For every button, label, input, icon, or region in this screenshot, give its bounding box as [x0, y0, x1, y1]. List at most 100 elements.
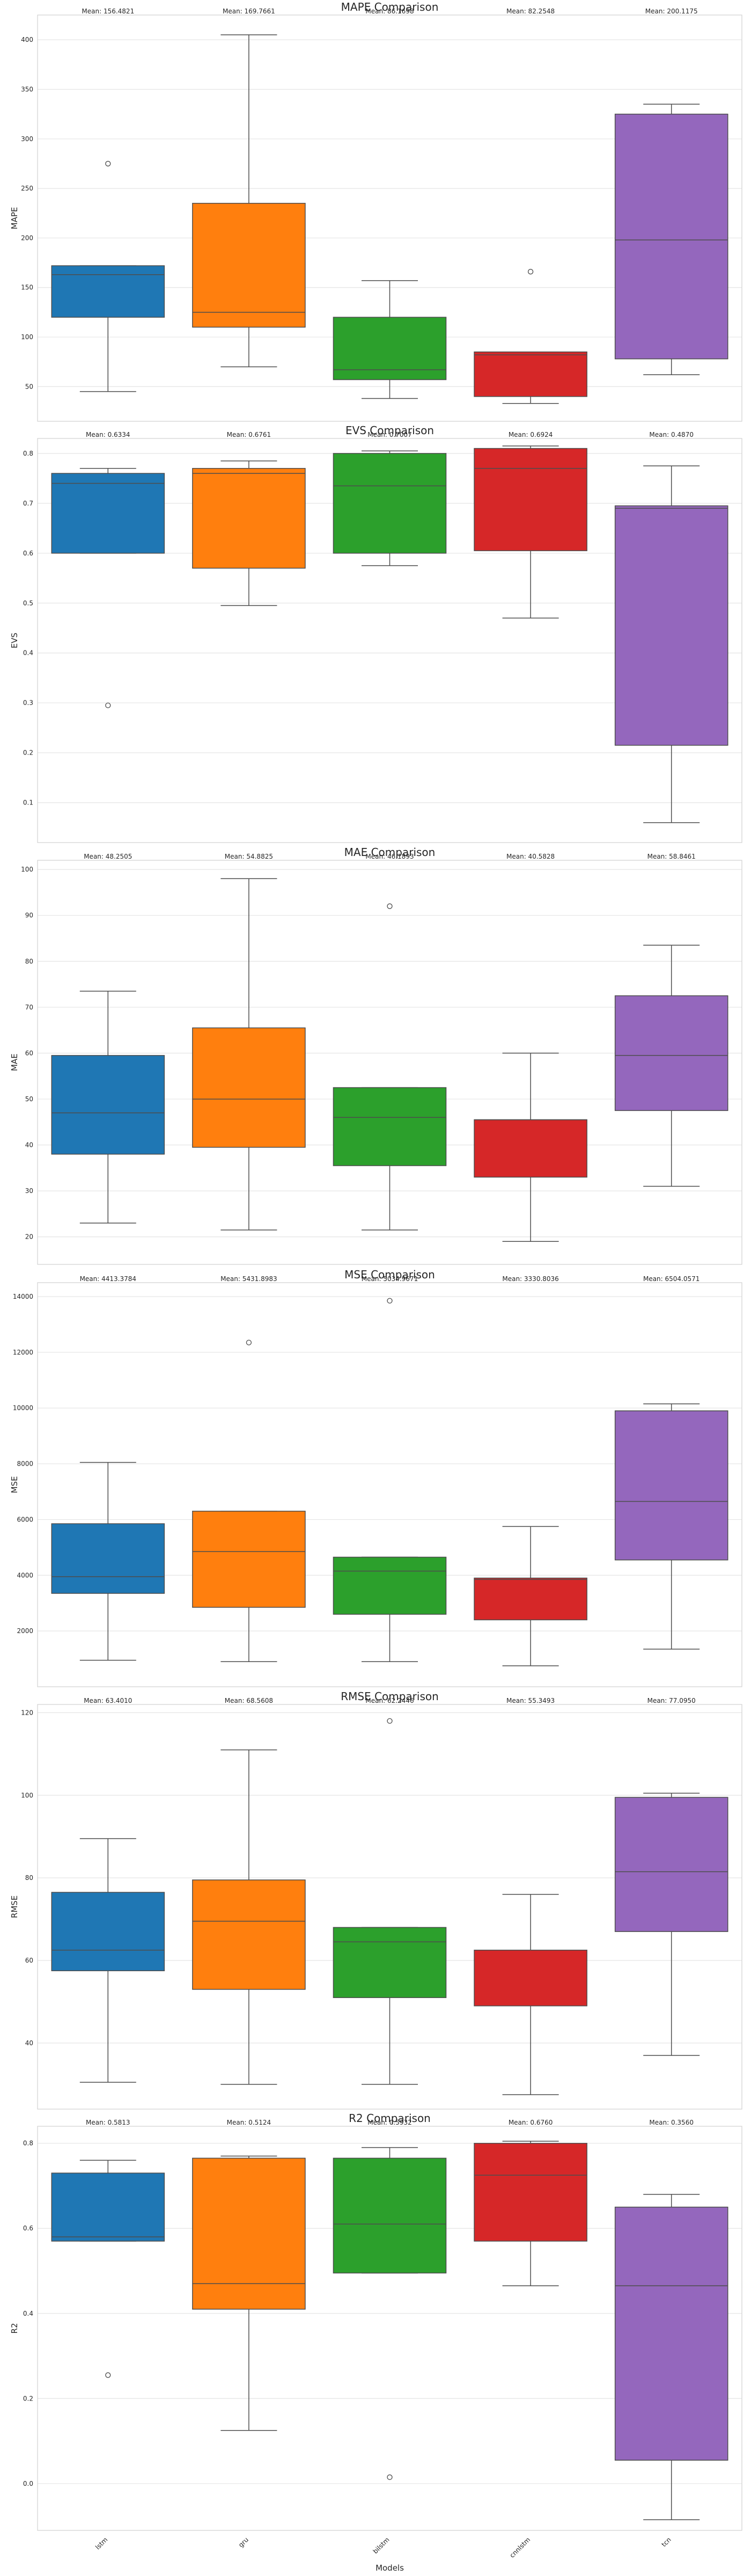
mean-label: Mean: 0.6760 [509, 2119, 553, 2126]
chart-title: MSE Comparison [344, 1268, 435, 1281]
mean-label: Mean: 68.5608 [225, 1697, 273, 1704]
y-tick-label: 300 [21, 135, 33, 143]
y-axis-label: RMSE [10, 1896, 19, 1918]
y-tick-label: 90 [25, 912, 33, 919]
mean-label: Mean: 0.6334 [86, 431, 130, 438]
y-tick-label: 80 [25, 1874, 33, 1882]
y-axis-label: MAPE [10, 207, 19, 230]
x-tick-label: lstm [94, 2536, 109, 2551]
box-gru: Mean: 68.5608 [192, 1697, 306, 2085]
box-body [333, 453, 447, 554]
y-axis-label: MSE [10, 1476, 19, 1494]
y-tick-label: 200 [21, 234, 33, 241]
y-tick-label: 20 [25, 1233, 33, 1241]
box-lstm: Mean: 0.6334 [51, 431, 165, 708]
y-tick-label: 10000 [13, 1404, 33, 1412]
mean-label: Mean: 0.6924 [509, 431, 553, 438]
mean-label: Mean: 55.3493 [506, 1697, 555, 1704]
box-body [192, 203, 306, 328]
mean-label: Mean: 6504.0571 [643, 1275, 700, 1283]
box-body [51, 2172, 165, 2242]
outlier-point [105, 2372, 111, 2378]
box-body [474, 2142, 587, 2242]
mean-label: Mean: 40.5828 [506, 853, 555, 860]
box-tcn: Mean: 77.0950 [614, 1697, 728, 2056]
box-bilstm: Mean: 62.2446 [333, 1697, 447, 2085]
x-tick-label: tcn [660, 2536, 673, 2548]
box-body [614, 995, 728, 1111]
y-tick-label: 100 [21, 866, 33, 873]
x-axis-label: Models [376, 2563, 404, 2573]
box-body [333, 1927, 447, 1999]
box-cnnlstm: Mean: 0.6924 [474, 431, 587, 619]
box-lstm: Mean: 48.2505 [51, 853, 165, 1224]
x-axis: lstm gru bilstm cnnlstm tcn Models [94, 2536, 673, 2573]
box-body [51, 1892, 165, 1972]
box-tcn: Mean: 6504.0571 [614, 1275, 728, 1650]
mean-label: Mean: 3330.8036 [502, 1275, 558, 1283]
y-axis-label: EVS [10, 633, 19, 648]
mean-label: Mean: 77.0950 [647, 1697, 696, 1704]
mean-label: Mean: 5431.8983 [220, 1275, 277, 1283]
y-tick-label: 350 [21, 85, 33, 93]
box-gru: Mean: 5431.8983 [192, 1275, 306, 1663]
mean-label: Mean: 5034.9671 [362, 1275, 418, 1283]
chart-title: MAPE Comparison [341, 1, 439, 13]
plot-frame [37, 1704, 742, 2110]
box-body [51, 473, 165, 554]
box-bilstm: Mean: 46.1893 [333, 853, 447, 1231]
y-tick-label: 120 [21, 1709, 33, 1716]
mean-label: Mean: 0.5813 [86, 2119, 130, 2126]
y-tick-label: 0.2 [23, 2395, 33, 2402]
box-body [192, 468, 306, 569]
box-tcn: Mean: 58.8461 [614, 853, 728, 1187]
y-tick-label: 50 [25, 383, 33, 390]
y-tick-label: 50 [25, 1095, 33, 1103]
box-cnnlstm: Mean: 40.5828 [474, 853, 587, 1242]
box-tcn: Mean: 0.3560 [614, 2119, 728, 2520]
box-bilstm: Mean: 86.1698 [333, 8, 447, 399]
box-body [474, 448, 587, 551]
outlier-point [387, 903, 393, 909]
box-body [51, 265, 165, 318]
outlier-point [105, 702, 111, 708]
box-lstm: Mean: 4413.3784 [51, 1275, 165, 1661]
box-body [333, 317, 447, 380]
y-tick-label: 0.6 [23, 2224, 33, 2232]
chart-panel-1: 50 100 150 200 250 300 350 400 MAPE MAPE Comparis… [10, 1, 742, 422]
y-tick-label: 0.1 [23, 799, 33, 807]
x-tick-label: cnnlstm [509, 2536, 532, 2559]
y-tick-label: 70 [25, 1004, 33, 1011]
box-body [192, 1879, 306, 1990]
y-tick-label: 60 [25, 1049, 33, 1057]
mean-label: Mean: 169.7661 [223, 8, 275, 15]
y-tick-label: 0.4 [23, 2310, 33, 2317]
y-tick-label: 14000 [13, 1293, 33, 1300]
y-tick-label: 150 [21, 284, 33, 291]
chart-panel-4: 2000 4000 6000 8000 10000 12000 14000 MSE MSE Co… [10, 1268, 742, 1687]
box-lstm: Mean: 63.4010 [51, 1697, 165, 2083]
y-tick-label: 80 [25, 957, 33, 965]
box-bilstm: Mean: 0.5932 [333, 2119, 447, 2480]
y-tick-label: 4000 [17, 1571, 33, 1579]
box-body [474, 352, 587, 397]
box-body [614, 113, 728, 360]
mean-label: Mean: 86.1698 [365, 8, 414, 15]
x-tick-label: bilstm [372, 2536, 391, 2555]
y-tick-label: 60 [25, 1957, 33, 1964]
box-body [474, 1119, 587, 1178]
mean-label: Mean: 48.2505 [84, 853, 132, 860]
mean-label: Mean: 62.2446 [365, 1697, 414, 1704]
box-body [474, 1950, 587, 2007]
mean-label: Mean: 82.2548 [506, 8, 555, 15]
box-body [333, 1087, 447, 1166]
box-cnnlstm: Mean: 3330.8036 [474, 1275, 587, 1666]
box-cnnlstm: Mean: 82.2548 [474, 8, 587, 404]
mean-label: Mean: 156.4821 [82, 8, 134, 15]
chart-title: EVS Comparison [345, 424, 434, 437]
box-tcn: Mean: 0.4870 [614, 431, 728, 823]
chart-title: RMSE Comparison [341, 1690, 439, 1703]
box-gru: Mean: 0.5124 [192, 2119, 306, 2431]
y-tick-label: 0.6 [23, 550, 33, 557]
